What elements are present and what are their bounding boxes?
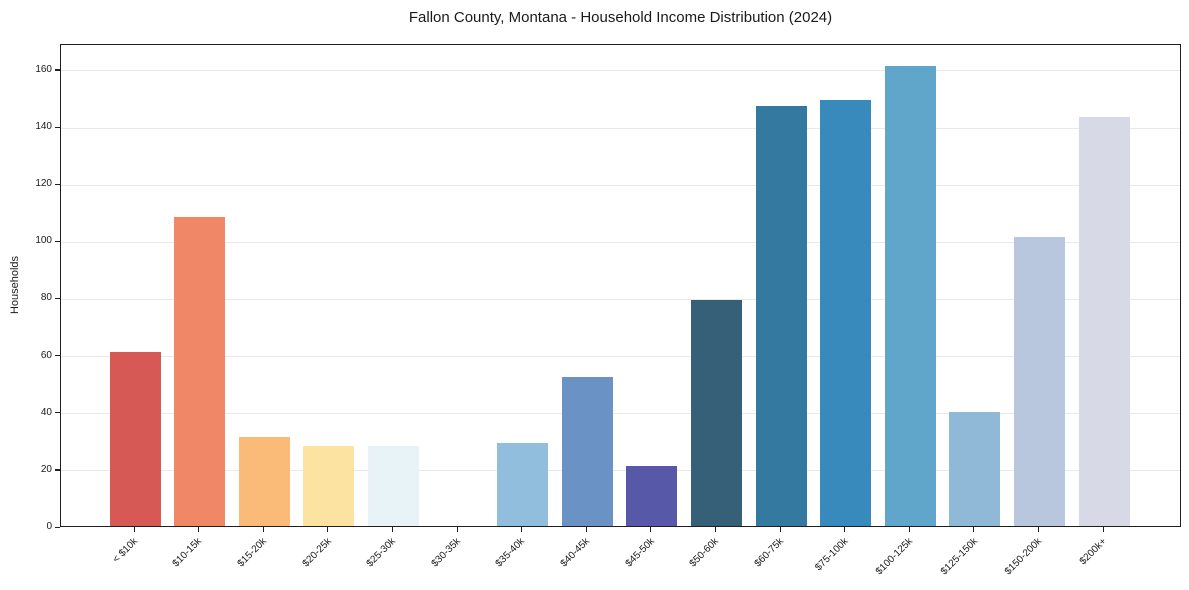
x-tick-mark-15: [1102, 527, 1104, 532]
x-tick-label-7: $40-45k: [558, 536, 592, 570]
bar-125-150k: [949, 411, 1001, 526]
y-tick-mark-80: [55, 297, 60, 300]
gridline-y-40: [61, 413, 1180, 415]
y-tick-mark-140: [55, 126, 60, 128]
x-tick-mark-8: [650, 527, 652, 532]
chart-title: Fallon County, Montana - Household Incom…: [408, 9, 833, 26]
y-tick-mark-120: [55, 183, 60, 185]
x-tick-mark-2: [262, 527, 264, 532]
x-tick-label-1: $10-15k: [171, 536, 205, 570]
x-tick-mark-5: [456, 527, 458, 532]
x-tick-mark-13: [973, 527, 975, 532]
bar-200k: [1078, 117, 1130, 526]
x-tick-mark-11: [844, 527, 846, 532]
x-tick-label-3: $20-25k: [300, 536, 334, 570]
bar-15-20k: [238, 437, 290, 526]
x-tick-mark-0: [133, 527, 135, 532]
x-tick-label-9: $50-60k: [687, 536, 722, 570]
bar-40-45k: [561, 377, 613, 526]
bar-45-50k: [626, 466, 678, 526]
x-tick-label-12: $100-125k: [873, 536, 915, 578]
y-tick-label-40: 40: [40, 406, 52, 418]
y-tick-mark-20: [55, 469, 60, 471]
x-tick-label-15: $200k+: [1077, 536, 1109, 568]
gridline-y-80: [61, 298, 1180, 300]
x-tick-mark-6: [521, 527, 523, 532]
bar-10-15k: [174, 217, 226, 526]
y-tick-mark-40: [55, 412, 60, 414]
x-tick-mark-4: [391, 527, 394, 532]
y-tick-label-120: 120: [35, 178, 52, 190]
x-tick-label-6: $35-40k: [494, 536, 528, 570]
bar-20-25k: [303, 446, 355, 526]
y-tick-label-20: 20: [40, 463, 52, 475]
y-tick-label-60: 60: [40, 349, 52, 361]
x-tick-label-8: $45-50k: [623, 536, 657, 570]
x-tick-label-10: $60-75k: [752, 536, 786, 570]
y-tick-label-100: 100: [35, 235, 52, 247]
gridline-y-120: [61, 184, 1180, 186]
bar-100-125k: [884, 66, 936, 526]
gridline-y-160: [61, 70, 1180, 72]
y-tick-mark-60: [55, 355, 60, 357]
x-tick-label-13: $125-150k: [938, 536, 980, 578]
plot-area: [60, 44, 1181, 527]
x-tick-mark-10: [779, 527, 781, 532]
y-axis-label: Households: [9, 255, 21, 315]
bar-50-60k: [690, 300, 742, 526]
x-tick-label-4: $25-30k: [364, 536, 399, 570]
x-tick-label-14: $150-200k: [1002, 536, 1045, 578]
y-tick-label-0: 0: [46, 521, 52, 532]
gridline-y-140: [61, 127, 1180, 129]
gridline-y-60: [61, 356, 1180, 358]
bar-25-30k: [367, 446, 419, 526]
x-tick-mark-1: [198, 527, 200, 532]
y-tick-label-140: 140: [35, 121, 52, 132]
x-tick-mark-3: [327, 527, 329, 532]
bar-75-100k: [820, 100, 872, 526]
gridline-y-20: [61, 470, 1180, 472]
y-tick-mark-160: [55, 69, 60, 71]
x-tick-mark-7: [585, 527, 587, 532]
y-tick-label-80: 80: [40, 292, 52, 304]
y-tick-mark-100: [55, 240, 60, 242]
x-tick-mark-12: [908, 527, 910, 532]
x-tick-label-2: $15-20k: [235, 536, 269, 570]
y-tick-label-160: 160: [35, 63, 52, 75]
x-tick-label-11: $75-100k: [813, 536, 851, 574]
bar-35-40k: [497, 443, 549, 526]
x-tick-label-0: < $10k: [110, 536, 140, 566]
x-tick-label-5: $30-35k: [429, 536, 463, 570]
y-tick-mark-0: [55, 526, 60, 528]
bar-10k: [109, 351, 161, 526]
x-tick-mark-14: [1037, 527, 1040, 532]
gridline-y-100: [61, 241, 1180, 243]
bar-60-75k: [755, 106, 807, 526]
x-tick-mark-9: [714, 527, 717, 532]
bar-150-200k: [1013, 237, 1065, 526]
